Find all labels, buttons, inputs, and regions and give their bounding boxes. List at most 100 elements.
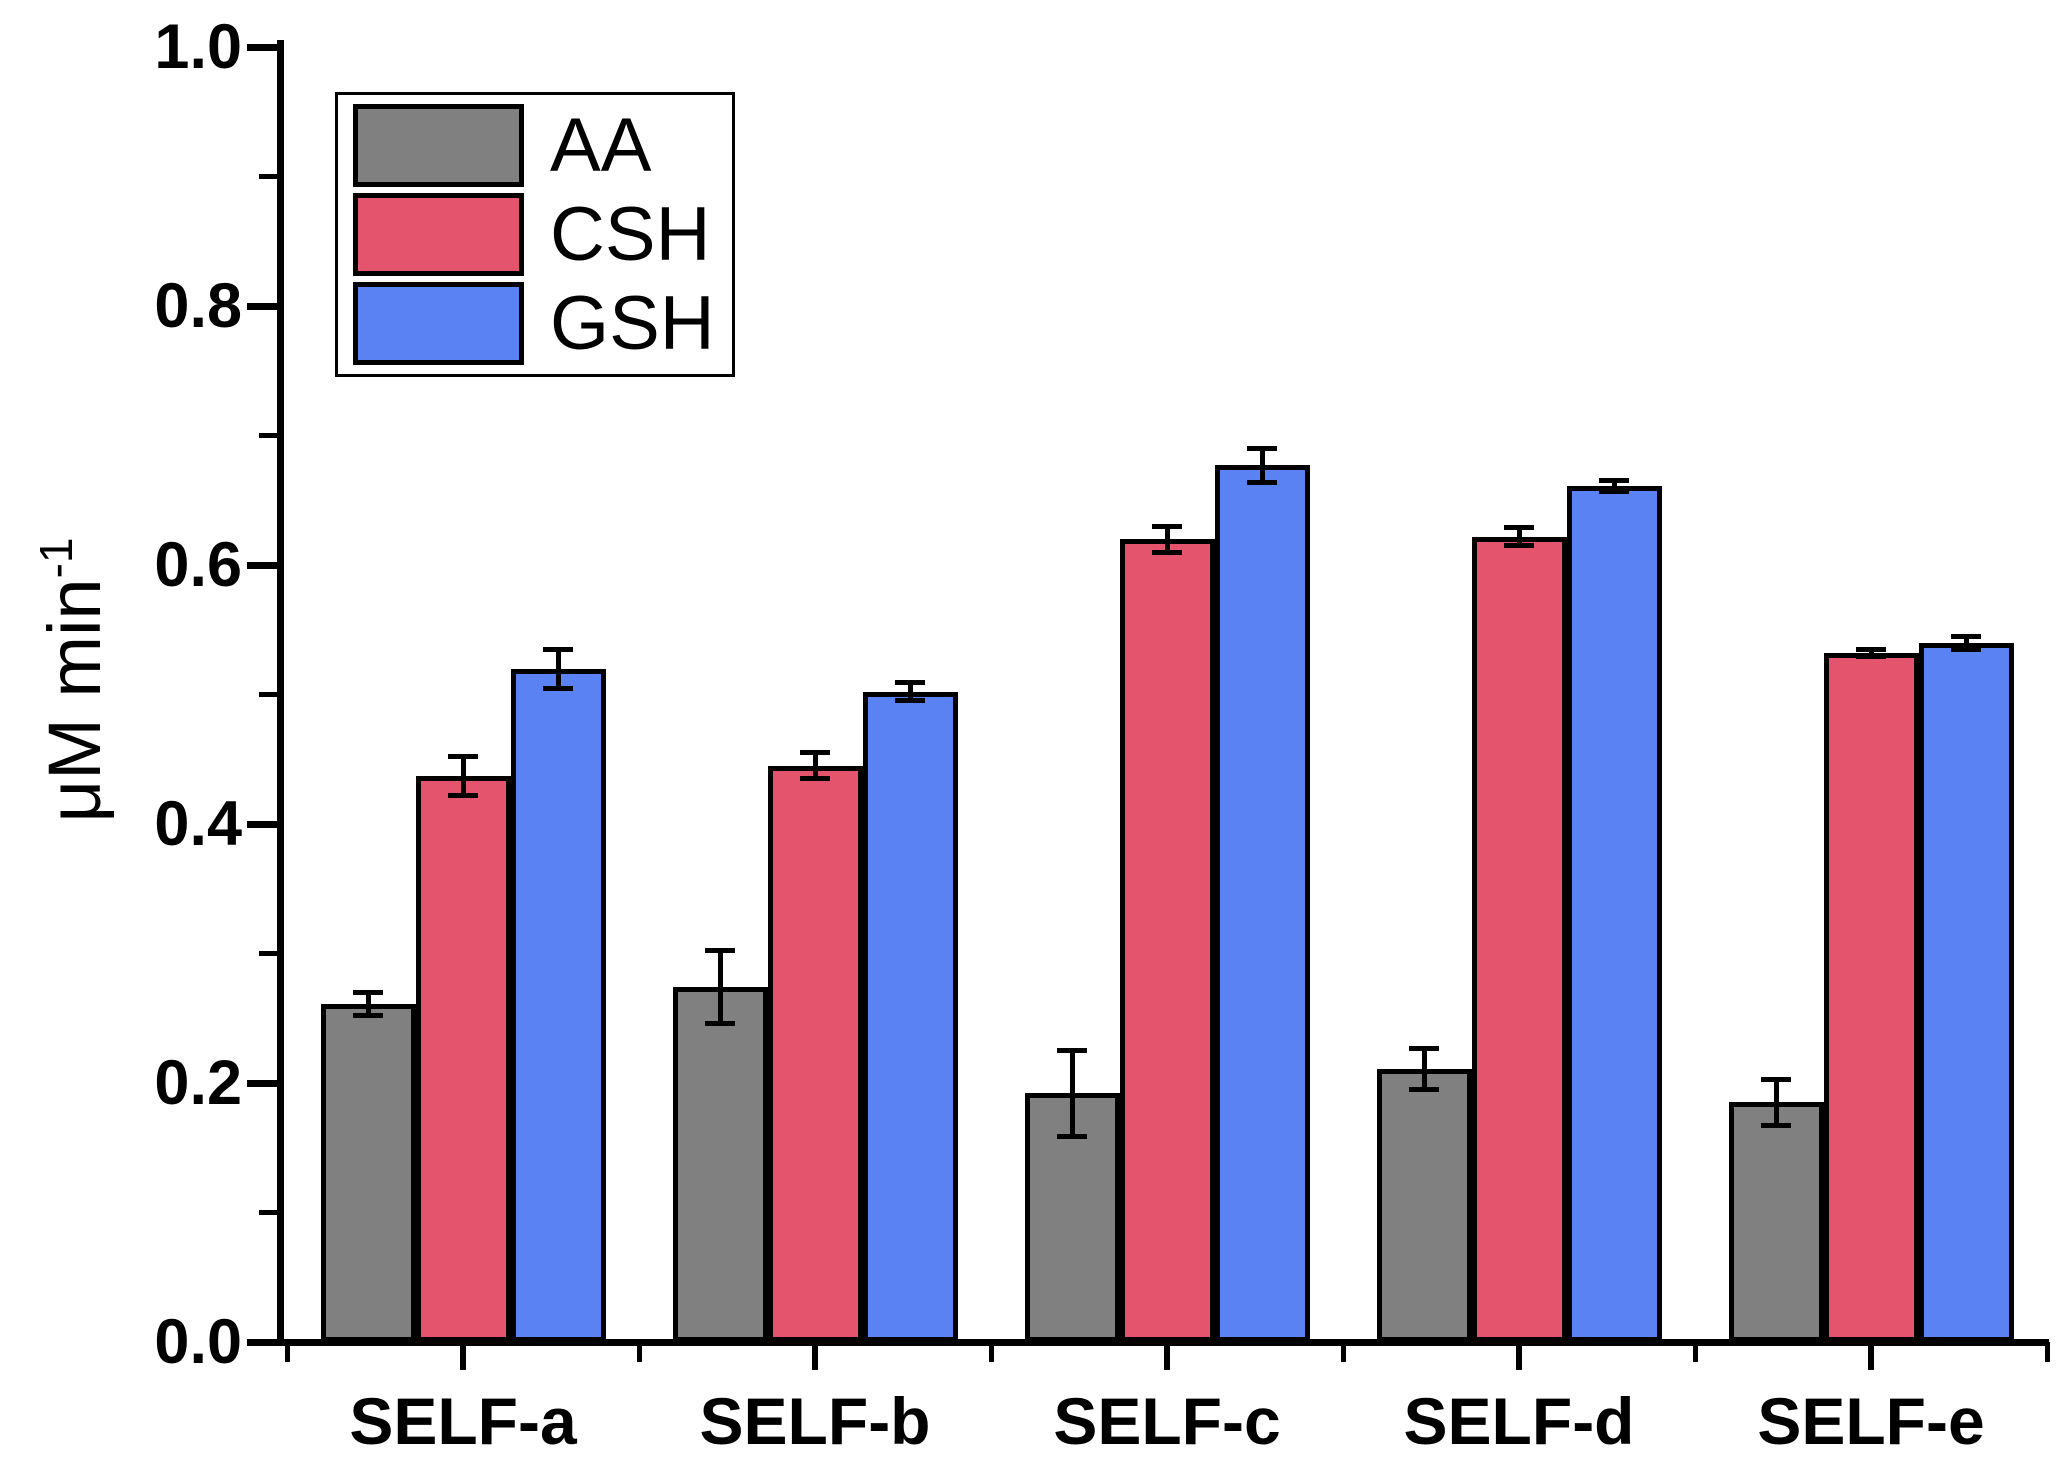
error-bar-cap-bottom [705, 1020, 735, 1026]
error-bar [1164, 526, 1170, 553]
y-major-tick [247, 302, 277, 310]
legend: AA CSH GSH [335, 92, 735, 377]
error-bar-cap-bottom [353, 1013, 383, 1019]
legend-label-aa: AA [550, 103, 652, 188]
y-tick-label: 0.6 [154, 530, 242, 600]
y-axis-title-text: μM min [33, 578, 116, 823]
error-bar-cap-top [543, 646, 573, 652]
error-bar-cap-bottom [1057, 1133, 1087, 1139]
y-tick-label: 0.4 [154, 789, 242, 859]
legend-item-gsh: GSH [353, 282, 732, 365]
error-bar-cap-bottom [800, 776, 830, 782]
error-bar-cap-bottom [1761, 1123, 1791, 1129]
bar-gsh-self-e [1918, 642, 2014, 1342]
error-bar-cap-bottom [1504, 543, 1534, 549]
error-bar [1259, 448, 1265, 483]
y-axis-line [277, 40, 284, 1346]
x-boundary-tick [1340, 1342, 1346, 1362]
error-bar-cap-top [1152, 523, 1182, 529]
error-bar [1963, 636, 1969, 650]
error-bar-cap-top [448, 754, 478, 760]
x-boundary-tick [636, 1342, 642, 1362]
error-bar [717, 950, 723, 1024]
x-category-label: SELF-a [349, 1384, 577, 1458]
error-bar-cap-top [353, 989, 383, 995]
error-bar-cap-bottom [1856, 654, 1886, 660]
x-major-tick [1516, 1342, 1522, 1370]
error-bar-cap-top [1856, 646, 1886, 652]
error-bar [1868, 649, 1874, 657]
bar-csh-self-e [1823, 653, 1919, 1342]
error-bar [555, 649, 561, 689]
error-bar-cap-top [1761, 1076, 1791, 1082]
x-boundary-tick [1692, 1342, 1698, 1362]
error-bar [1069, 1050, 1075, 1137]
y-tick-label: 0.8 [154, 271, 242, 341]
error-bar [1611, 480, 1617, 492]
error-bar [812, 752, 818, 779]
y-tick-label: 0.2 [154, 1048, 242, 1118]
x-major-tick [460, 1342, 466, 1370]
error-bar [365, 992, 371, 1016]
error-bar-cap-top [895, 680, 925, 686]
error-bar-cap-bottom [895, 698, 925, 704]
legend-label-csh: CSH [550, 192, 711, 277]
y-tick-label: 1.0 [154, 12, 242, 82]
y-minor-tick [259, 174, 277, 179]
error-bar-cap-bottom [543, 685, 573, 691]
bar-csh-self-d [1471, 536, 1567, 1342]
bar-aa-self-d [1376, 1068, 1472, 1342]
legend-item-csh: CSH [353, 193, 732, 276]
y-major-tick [247, 820, 277, 828]
bar-gsh-self-d [1566, 486, 1662, 1342]
error-bar-cap-bottom [1599, 488, 1629, 494]
error-bar-cap-top [1951, 633, 1981, 639]
error-bar-cap-bottom [1247, 479, 1277, 485]
legend-swatch-csh [353, 193, 524, 276]
legend-swatch-gsh [353, 282, 524, 365]
y-minor-tick [259, 692, 277, 697]
bar-csh-self-c [1119, 539, 1215, 1342]
x-axis-line [277, 1339, 2049, 1346]
y-minor-tick [259, 433, 277, 438]
error-bar-cap-top [1057, 1048, 1087, 1054]
error-bar-cap-top [800, 750, 830, 756]
y-major-tick [247, 1338, 277, 1346]
bar-gsh-self-a [510, 668, 606, 1342]
error-bar-cap-top [705, 948, 735, 954]
error-bar-cap-bottom [448, 793, 478, 798]
error-bar-cap-top [1247, 445, 1277, 451]
x-category-label: SELF-b [699, 1384, 931, 1458]
legend-label-gsh: GSH [550, 281, 715, 366]
error-bar-cap-bottom [1152, 549, 1182, 555]
x-boundary-tick [988, 1342, 994, 1362]
y-minor-tick [259, 1210, 277, 1215]
error-bar [1421, 1048, 1427, 1090]
bar-csh-self-a [415, 776, 511, 1342]
bar-aa-self-e [1728, 1102, 1824, 1342]
x-boundary-tick [284, 1342, 290, 1362]
x-category-label: SELF-c [1053, 1384, 1281, 1458]
legend-swatch-aa [353, 104, 524, 187]
error-bar [460, 756, 466, 796]
error-bar [907, 682, 913, 701]
error-bar-cap-bottom [1409, 1086, 1439, 1092]
legend-item-aa: AA [353, 104, 732, 187]
y-minor-tick [259, 951, 277, 956]
x-category-label: SELF-e [1757, 1384, 1985, 1458]
error-bar-cap-top [1409, 1045, 1439, 1051]
y-major-tick [247, 561, 277, 569]
bar-gsh-self-c [1214, 465, 1310, 1342]
error-bar-cap-bottom [1951, 646, 1981, 652]
error-bar-cap-top [1599, 478, 1629, 484]
y-major-tick [247, 1079, 277, 1087]
x-category-label: SELF-d [1403, 1384, 1635, 1458]
x-boundary-tick [2044, 1342, 2050, 1362]
bar-aa-self-a [320, 1004, 416, 1342]
bar-csh-self-b [767, 765, 863, 1342]
bar-gsh-self-b [862, 691, 958, 1342]
x-major-tick [1164, 1342, 1170, 1370]
y-major-tick [247, 43, 277, 51]
error-bar-cap-top [1504, 524, 1534, 530]
